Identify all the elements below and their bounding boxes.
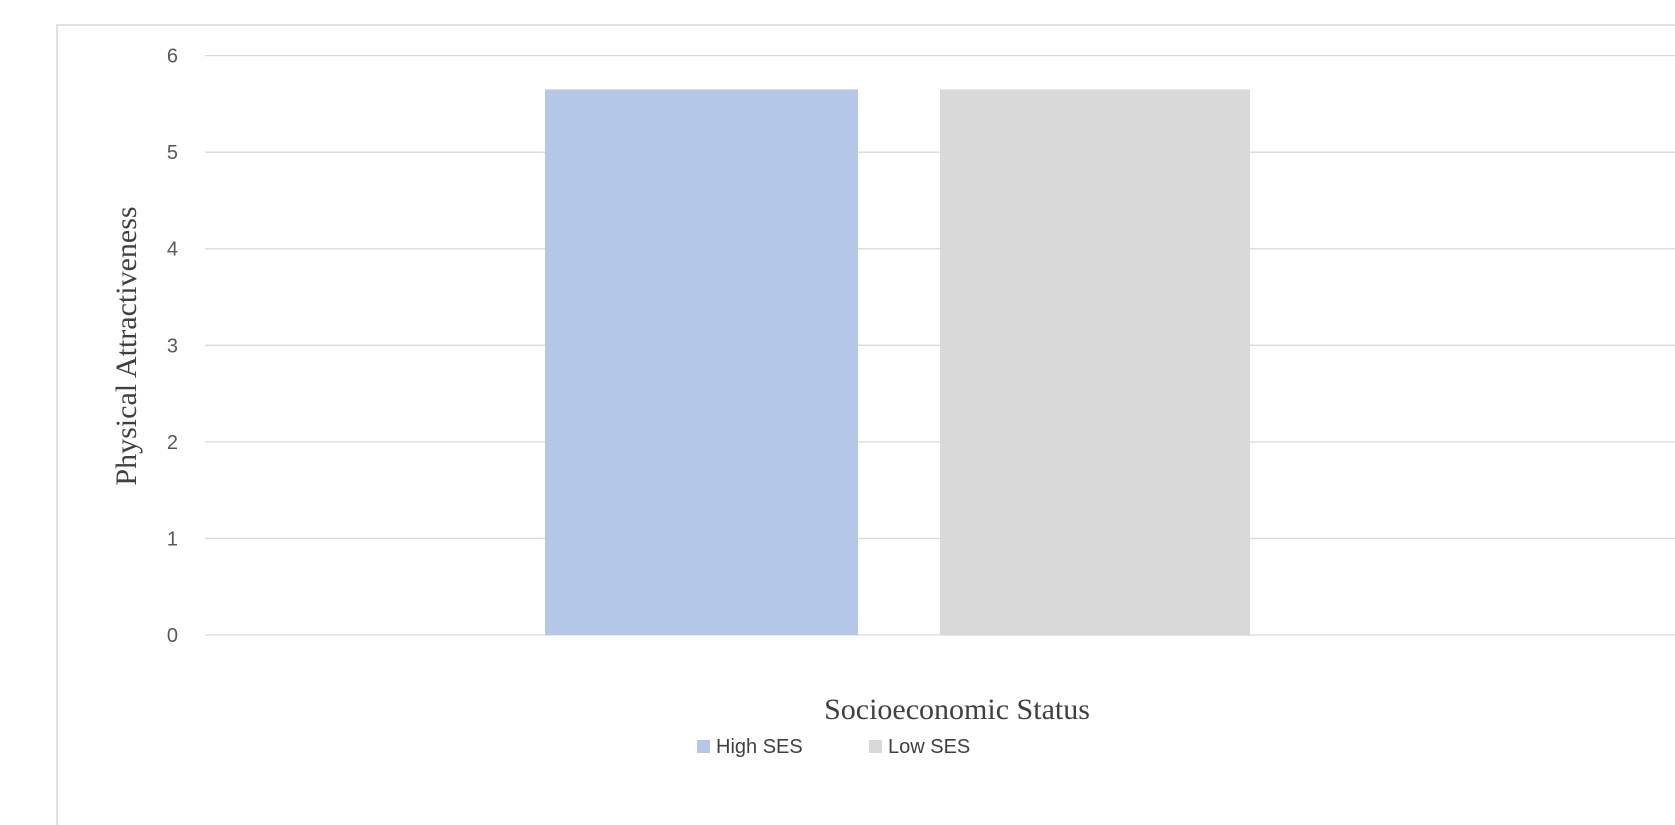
y-tick-label-2: 2 — [167, 432, 178, 454]
legend-swatch-low-ses — [869, 740, 882, 753]
chart-frame — [56, 24, 1675, 825]
y-tick-label-5: 5 — [167, 142, 178, 164]
legend-swatch-high-ses — [697, 740, 710, 753]
y-tick-label-3: 3 — [167, 335, 178, 357]
bar-high-ses — [545, 89, 858, 636]
y-tick-label-0: 0 — [167, 625, 178, 647]
legend-label-low-ses: Low SES — [888, 736, 970, 758]
y-tick-label-1: 1 — [167, 528, 178, 550]
y-tick-label-6: 6 — [167, 46, 178, 68]
bar-low-ses — [940, 89, 1250, 636]
legend-label-high-ses: High SES — [716, 736, 803, 758]
x-axis-title: Socioeconomic Status — [824, 693, 1090, 726]
y-tick-label-4: 4 — [167, 239, 178, 261]
legend: High SES Low SES — [697, 736, 970, 758]
bars — [545, 89, 1250, 636]
y-axis-title: Physical Attractiveness — [110, 206, 143, 485]
y-axis-ticks: 0 1 2 3 4 5 6 — [167, 46, 178, 647]
